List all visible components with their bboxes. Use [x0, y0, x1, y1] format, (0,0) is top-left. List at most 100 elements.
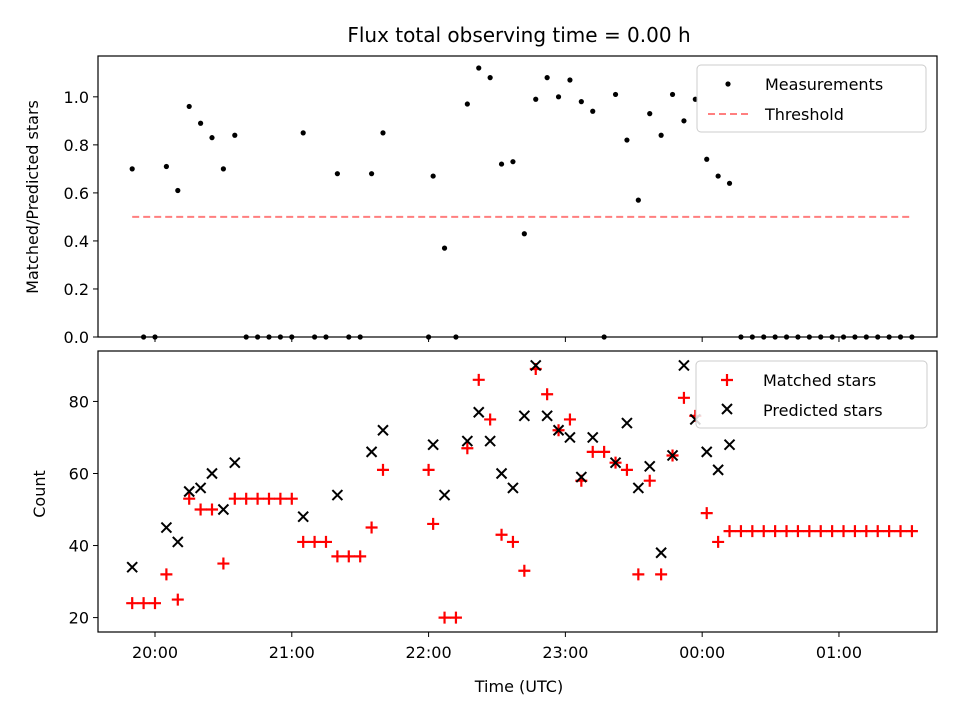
matched-point	[837, 525, 850, 538]
matched-point	[126, 597, 139, 610]
measurement-point	[715, 173, 721, 179]
measurement-point	[232, 132, 238, 138]
top-plot-area: 0.0 0.2 0.4 0.6 0.8 1.0	[64, 55, 938, 347]
y-tick-label: 1.0	[64, 88, 89, 107]
matched-point	[814, 525, 827, 538]
measurement-point	[555, 94, 562, 100]
measurement-point	[334, 171, 340, 177]
matched-point	[506, 535, 519, 548]
measurement-point	[300, 130, 306, 136]
measurement-point	[658, 132, 664, 138]
matched-point	[712, 535, 725, 548]
matched-point	[883, 525, 896, 538]
measurement-point	[590, 108, 596, 114]
measurement-point	[681, 118, 687, 124]
bottom-panel: Time (UTC) Count 20 40 60 80 20:00 21:00 22:00…	[30, 350, 938, 696]
predicted-point	[229, 456, 241, 469]
predicted-point	[530, 359, 542, 372]
y-tick-label: 60	[69, 464, 89, 483]
matched-point	[240, 492, 253, 505]
measurement-point	[368, 171, 375, 177]
top-legend-frame	[696, 64, 927, 133]
bottom-y-axis-label: Count	[30, 470, 49, 518]
measurement-point	[544, 75, 550, 81]
axes-frame-0	[97, 55, 938, 338]
predicted-point	[194, 482, 207, 494]
matched-point	[160, 568, 173, 581]
measurement-point	[175, 187, 181, 194]
y-tick-label: 0.6	[64, 184, 89, 203]
bottom-legend: Matched stars Predicted stars	[695, 360, 928, 429]
predicted-point	[552, 424, 565, 436]
y-tick-label: 0.8	[64, 136, 89, 155]
x-tick-label: 23:00	[542, 643, 588, 662]
x-tick-label: 01:00	[816, 643, 862, 662]
x-tick-label: 21:00	[269, 643, 315, 662]
matched-point	[472, 373, 485, 386]
predicted-point	[666, 449, 679, 462]
matched-point	[297, 535, 310, 548]
matched-point	[331, 550, 344, 563]
matched-point	[655, 568, 668, 581]
matched-point	[262, 492, 275, 505]
legend-measurements-marker	[725, 81, 731, 87]
matched-point	[826, 525, 839, 538]
legend-predicted-marker	[721, 403, 733, 415]
predicted-point	[473, 406, 485, 418]
matched-point	[461, 442, 474, 455]
matched-point	[342, 550, 355, 563]
measurement-point	[380, 130, 386, 136]
y-tick-label: 40	[69, 537, 89, 556]
matched-point	[769, 525, 782, 538]
y-tick-label: 0.4	[64, 232, 89, 251]
matched-point	[308, 535, 321, 548]
matched-point	[171, 593, 184, 606]
measurement-point	[578, 99, 584, 105]
measurement-point	[430, 173, 436, 179]
bottom-plot-area: 20 40 60 80 20:00 21:00 22:00 23:00 00:00 01:00	[69, 350, 938, 662]
bottom-legend-frame	[695, 360, 928, 429]
x-axis-label: Time (UTC)	[474, 677, 563, 696]
measurement-point	[726, 180, 733, 186]
x-tick-label: 22:00	[406, 643, 452, 662]
predicted-point	[701, 446, 713, 458]
predicted-point	[297, 511, 309, 523]
legend-measurements-label: Measurements	[765, 75, 883, 94]
matched-point	[860, 525, 873, 538]
matched-point	[251, 492, 264, 505]
measurement-point	[163, 163, 169, 170]
measurement-point	[612, 91, 619, 98]
matched-point	[746, 525, 759, 538]
y-tick-label: 80	[69, 392, 89, 411]
legend-matched-label: Matched stars	[763, 371, 876, 390]
measurement-point	[510, 159, 516, 165]
matched-point	[422, 463, 435, 476]
matched-point	[620, 463, 633, 476]
predicted-point	[518, 410, 531, 422]
matched-point	[905, 525, 918, 538]
predicted-point	[587, 431, 599, 444]
predicted-point	[575, 471, 588, 483]
measurement-point	[624, 137, 630, 143]
y-tick-label: 0.0	[64, 328, 89, 347]
predicted-point	[461, 435, 474, 447]
predicted-point	[377, 424, 389, 436]
matched-point	[757, 525, 770, 538]
predicted-point	[126, 561, 138, 573]
measurement-point	[441, 245, 448, 251]
predicted-point	[217, 503, 230, 516]
matched-point	[365, 521, 378, 534]
predicted-point	[712, 464, 724, 476]
predicted-point	[723, 438, 736, 451]
predicted-point	[541, 410, 553, 422]
top-panel: Flux total observing time = 0.00 h Match…	[23, 23, 938, 347]
matched-point	[700, 507, 713, 520]
legend-matched-marker	[721, 374, 733, 386]
measurement-point	[209, 135, 215, 141]
predicted-point	[609, 456, 622, 469]
matched-point	[803, 525, 816, 538]
matched-point	[563, 413, 576, 426]
predicted-point	[365, 446, 378, 458]
measurement-point	[487, 75, 493, 81]
